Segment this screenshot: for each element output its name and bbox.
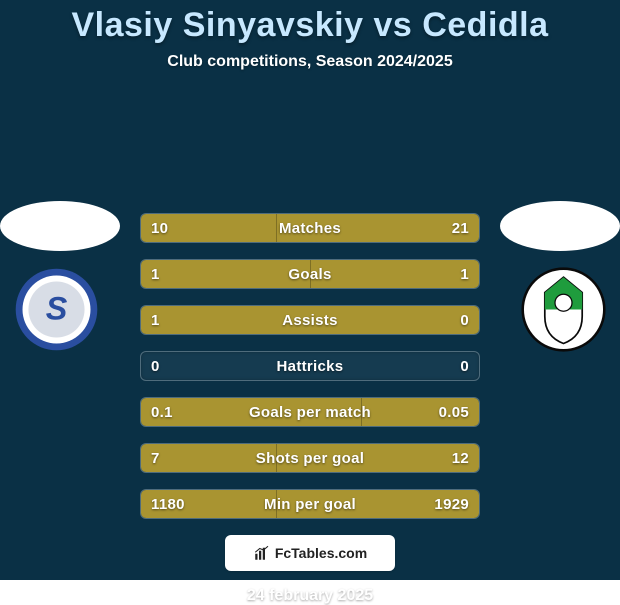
slovacko-logo-icon: S <box>14 267 99 352</box>
footer-date: 24 february 2025 <box>0 587 620 605</box>
comparison-infographic: Vlasiy Sinyavskiy vs Cedidla Club compet… <box>0 0 620 580</box>
bar-value-left: 1 <box>151 306 160 335</box>
bar-label: Shots per goal <box>141 444 479 473</box>
content-area: S Matches1021Goals11Assists10Hattricks00… <box>0 89 620 580</box>
stat-bar-min-per-goal: Min per goal1180 1929 <box>140 489 480 519</box>
stat-bar-hattricks: Hattricks0 0 <box>140 351 480 381</box>
stat-bar-goals-per-match: Goals per match0.1 0.05 <box>140 397 480 427</box>
svg-text:S: S <box>46 291 68 327</box>
site-badge: FcTables.com <box>225 535 395 571</box>
bar-value-right: 12 <box>452 444 469 473</box>
stat-bar-matches: Matches10 21 <box>140 213 480 243</box>
bar-value-left: 0 <box>151 352 160 381</box>
bar-value-right: 1929 <box>434 490 469 519</box>
club-logo-left: S <box>14 267 99 352</box>
player-left-avatar <box>0 201 120 251</box>
page-subtitle: Club competitions, Season 2024/2025 <box>167 53 452 71</box>
bar-label: Assists <box>141 306 479 335</box>
bar-value-right: 0 <box>460 306 469 335</box>
page-title: Vlasiy Sinyavskiy vs Cedidla <box>71 6 548 45</box>
bar-label: Min per goal <box>141 490 479 519</box>
bar-value-left: 0.1 <box>151 398 173 427</box>
jablonec-logo-icon <box>521 267 606 352</box>
bar-label: Matches <box>141 214 479 243</box>
bar-value-left: 7 <box>151 444 160 473</box>
chart-icon <box>253 544 271 562</box>
stat-bars: Matches1021Goals11Assists10Hattricks00Go… <box>140 213 480 519</box>
stat-bar-shots-per-goal: Shots per goal7 12 <box>140 443 480 473</box>
bar-value-right: 0 <box>460 352 469 381</box>
bar-value-left: 10 <box>151 214 168 243</box>
player-right-avatar <box>500 201 620 251</box>
site-badge-text: FcTables.com <box>275 545 367 561</box>
bar-value-left: 1180 <box>151 490 185 519</box>
bar-label: Goals <box>141 260 479 289</box>
stat-bar-goals: Goals1 1 <box>140 259 480 289</box>
bar-label: Hattricks <box>141 352 479 381</box>
bar-value-right: 21 <box>452 214 469 243</box>
stat-bar-assists: Assists1 0 <box>140 305 480 335</box>
bar-value-right: 1 <box>460 260 469 289</box>
bar-label: Goals per match <box>141 398 479 427</box>
bar-value-left: 1 <box>151 260 160 289</box>
club-logo-right <box>521 267 606 352</box>
bar-value-right: 0.05 <box>439 398 469 427</box>
